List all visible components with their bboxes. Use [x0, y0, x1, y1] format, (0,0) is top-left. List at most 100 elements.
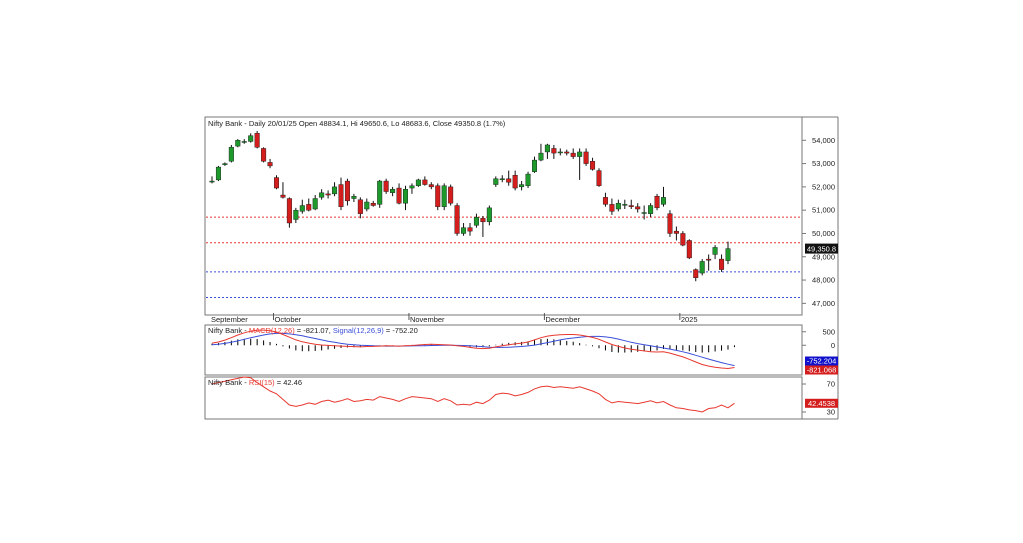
price-ytick-label: 52,000: [812, 182, 835, 191]
macd-value: -821.07: [303, 326, 328, 335]
candle-body: [422, 179, 428, 185]
candle-body: [493, 178, 499, 185]
candle-body: [254, 133, 260, 148]
macd-value-badge-label: -752.204: [807, 357, 837, 366]
candle-body: [506, 178, 512, 183]
candle-body: [241, 141, 247, 143]
rsi-value-badge: [805, 398, 838, 408]
candle-body: [396, 187, 402, 204]
candle-body: [519, 184, 525, 188]
candle-body: [557, 151, 563, 154]
candle-body: [235, 140, 241, 147]
candle-body: [383, 180, 389, 192]
month-label: October: [275, 315, 302, 324]
price-panel: 47,000 48,000 49,000 50,000 51,000 52,000 53,0…: [206, 130, 838, 324]
candle-body: [641, 212, 647, 214]
candle-body: [480, 218, 486, 223]
candle-body: [338, 184, 344, 207]
rsi-panel-frame: [204, 376, 803, 420]
month-label: 2025: [681, 315, 698, 324]
macd-legend: Nifty Bank - MACD(12,26) = -821.07, Sign…: [208, 326, 418, 335]
candle-body: [357, 199, 363, 214]
price-ytick-label: 50,000: [812, 229, 835, 238]
candle-body: [590, 161, 596, 170]
signal-series-name: Signal(12,26,9): [333, 326, 384, 335]
candle-body: [654, 195, 660, 209]
candle-body: [648, 205, 654, 214]
month-label: November: [410, 315, 445, 324]
macd-series-name: MACD(12,26): [249, 326, 295, 335]
candle-body: [467, 227, 473, 232]
candle-body: [428, 184, 434, 188]
signal-line: [211, 332, 735, 367]
last-price-label: 49,350.8: [807, 245, 836, 254]
candle-body: [699, 261, 705, 274]
rsi-legend: Nifty Bank - RSI(15) = 42.46: [208, 378, 302, 387]
candle-body: [538, 152, 544, 161]
macd-value-badge-label: -821.068: [807, 366, 837, 375]
candle-body: [596, 170, 602, 186]
candle-body: [725, 248, 731, 261]
candle-body: [377, 180, 383, 205]
candle-body: [299, 205, 305, 212]
candle-body: [461, 227, 467, 234]
candle-body: [415, 179, 421, 186]
price-ytick-label: 47,000: [812, 299, 835, 308]
candle-body: [332, 186, 338, 195]
candle-body: [712, 247, 718, 255]
candle-body: [448, 186, 454, 204]
candle-body: [512, 175, 518, 189]
macd-value-badge: [805, 356, 838, 366]
price-panel-frame: [204, 116, 803, 316]
candle-body: [435, 185, 441, 207]
rsi-value-badge-label: 42.4538: [808, 399, 835, 408]
candle-body: [661, 197, 667, 205]
candle-body: [312, 198, 318, 210]
candle-body: [370, 202, 376, 206]
candle-body: [544, 144, 550, 153]
price-ytick-label: 51,000: [812, 206, 835, 215]
candle-body: [570, 152, 576, 157]
candle-body: [286, 198, 292, 224]
candle-body: [583, 151, 589, 164]
candle-body: [454, 205, 460, 234]
candle-body: [351, 195, 357, 199]
candle-body: [319, 192, 325, 198]
candle-body: [635, 206, 641, 210]
rsi-line: [211, 376, 735, 413]
candle-body: [209, 180, 215, 183]
macd-line: [211, 329, 735, 370]
candle-body: [248, 135, 254, 142]
candle-body: [215, 166, 221, 181]
candle-body: [274, 177, 280, 189]
last-price-badge: [805, 243, 838, 254]
candle-body: [667, 213, 673, 234]
price-ytick-label: 53,000: [812, 159, 835, 168]
macd-panel: 500 0 -752.204-821.068: [211, 327, 838, 375]
price-ytick-label: 49,000: [812, 252, 835, 261]
price-ytick-label: 54,000: [812, 136, 835, 145]
candle-body: [267, 162, 273, 167]
candle-body: [441, 185, 447, 207]
candle-body: [719, 258, 725, 270]
rsi-value: 42.46: [283, 378, 302, 387]
candle-body: [293, 209, 299, 220]
candle-body: [615, 202, 621, 210]
candle-body: [686, 240, 692, 259]
candle-body: [222, 163, 228, 165]
candle-body: [577, 151, 583, 157]
candle-body: [602, 197, 608, 205]
candle-body: [344, 180, 350, 202]
rsi-label-prefix: Nifty Bank -: [208, 378, 249, 387]
candle-body: [628, 205, 634, 207]
candle-body: [551, 148, 557, 154]
candle-body: [706, 258, 712, 261]
rsi-ytick-label: 70: [827, 380, 835, 389]
candle-body: [564, 151, 570, 154]
candle-body: [532, 159, 538, 172]
macd-ytick-label: 0: [831, 341, 835, 350]
candle-body: [280, 194, 286, 198]
signal-value: -752.20: [392, 326, 417, 335]
